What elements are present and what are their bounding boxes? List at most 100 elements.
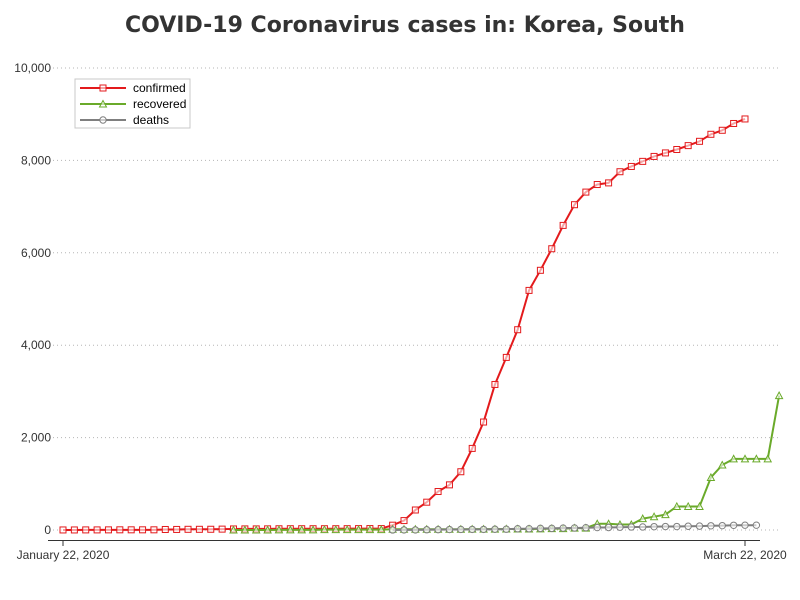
data-point-recovered (729, 454, 738, 463)
y-tick-label: 8,000 (21, 153, 51, 167)
data-point-confirmed (82, 526, 90, 534)
data-point-recovered (661, 510, 670, 519)
data-point-confirmed (514, 326, 522, 334)
data-point-recovered (263, 525, 272, 534)
legend-label: recovered (133, 97, 186, 111)
data-point-confirmed (661, 149, 669, 157)
data-point-recovered (229, 525, 238, 534)
data-point-confirmed (161, 525, 169, 533)
data-point-confirmed (696, 137, 704, 145)
data-point-deaths (604, 523, 613, 532)
data-point-confirmed (468, 444, 476, 452)
legend-marker (99, 116, 107, 124)
data-point-recovered (331, 525, 341, 534)
data-point-confirmed (718, 126, 726, 134)
data-point-deaths (616, 523, 624, 531)
data-point-deaths (559, 524, 567, 532)
data-point-confirmed (491, 380, 499, 388)
data-point-deaths (491, 525, 499, 533)
x-tick-label: March 22, 2020 (703, 548, 787, 562)
data-point-confirmed (730, 119, 738, 127)
data-point-recovered (365, 525, 375, 534)
y-tick-label: 6,000 (21, 246, 51, 260)
data-point-confirmed (525, 286, 533, 294)
legend-marker (98, 99, 108, 108)
data-point-confirmed (423, 498, 431, 506)
data-point-confirmed (593, 181, 601, 189)
data-point-recovered (297, 525, 307, 534)
y-tick-label: 0 (44, 523, 51, 537)
data-point-confirmed (536, 266, 544, 274)
data-point-confirmed (116, 526, 124, 534)
data-point-deaths (627, 523, 636, 531)
data-point-recovered (752, 454, 761, 463)
data-point-confirmed (445, 481, 453, 489)
data-point-confirmed (434, 488, 442, 496)
data-point-recovered (274, 525, 284, 534)
legend-label: confirmed (133, 81, 186, 95)
data-point-deaths (513, 525, 522, 533)
data-point-deaths (502, 525, 510, 533)
legend-item-deaths: deaths (80, 113, 169, 127)
data-point-confirmed (93, 526, 101, 534)
data-point-confirmed (70, 526, 78, 534)
gridlines (53, 67, 780, 531)
series-confirmed (59, 115, 749, 534)
data-point-deaths (525, 525, 533, 533)
data-point-deaths (718, 521, 726, 530)
data-point-confirmed (707, 130, 715, 138)
chart-title: COVID-19 Coronavirus cases in: Korea, So… (125, 13, 685, 38)
data-point-confirmed (195, 525, 203, 533)
series-recovered (229, 391, 784, 534)
data-point-confirmed (400, 517, 408, 525)
data-point-deaths (479, 525, 488, 534)
data-point-recovered (763, 454, 773, 463)
data-point-confirmed (559, 221, 567, 229)
data-point-confirmed (571, 201, 578, 209)
data-point-deaths (593, 523, 601, 532)
data-point-deaths (411, 526, 420, 534)
data-point-deaths (752, 521, 761, 529)
data-point-deaths (423, 526, 431, 534)
data-point-recovered (774, 391, 784, 400)
data-point-deaths (639, 523, 647, 531)
data-point-recovered (376, 525, 386, 534)
data-point-deaths (434, 525, 442, 534)
data-point-deaths (582, 523, 590, 532)
data-point-confirmed (218, 525, 226, 533)
data-point-deaths (548, 524, 556, 533)
data-point-recovered (695, 501, 704, 510)
data-point-confirmed (605, 179, 613, 187)
data-point-confirmed (684, 142, 692, 150)
data-point-recovered (717, 460, 727, 469)
data-point-recovered (251, 525, 261, 534)
data-point-recovered (706, 472, 716, 481)
data-point-deaths (684, 522, 692, 530)
legend-marker (99, 84, 107, 92)
data-point-confirmed (741, 115, 749, 123)
data-point-confirmed (150, 526, 158, 534)
series-deaths (388, 521, 761, 534)
data-point-deaths (650, 522, 658, 531)
data-point-confirmed (673, 145, 681, 153)
data-point-recovered (740, 454, 750, 463)
data-point-confirmed (480, 418, 488, 426)
data-point-recovered (683, 501, 693, 510)
data-point-confirmed (127, 526, 135, 534)
x-tick-label: January 22, 2020 (17, 548, 110, 562)
plot-area (59, 115, 784, 534)
data-point-recovered (342, 525, 352, 534)
data-point-confirmed (616, 168, 624, 176)
y-tick-label: 4,000 (21, 338, 51, 352)
data-point-deaths (729, 521, 738, 529)
data-point-confirmed (139, 526, 147, 534)
data-point-confirmed (627, 162, 635, 170)
data-point-recovered (354, 525, 363, 534)
data-point-deaths (468, 525, 476, 534)
data-point-confirmed (184, 525, 192, 533)
legend-label: deaths (133, 113, 169, 127)
data-point-confirmed (59, 526, 67, 534)
y-tick-label: 2,000 (21, 431, 51, 445)
data-point-confirmed (582, 188, 590, 196)
